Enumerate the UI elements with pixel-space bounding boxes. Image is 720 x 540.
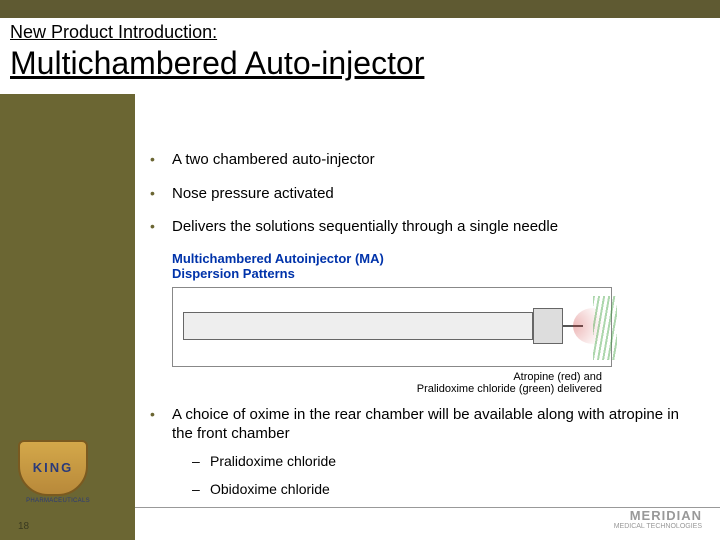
diagram-caption: Atropine (red) and Pralidoxime chloride … xyxy=(172,371,612,395)
caption-line2: Pralidoxime chloride (green) delivered xyxy=(417,383,602,395)
diagram-title-line1: Multichambered Autoinjector (MA) xyxy=(172,251,384,266)
caption-line1: Atropine (red) and xyxy=(513,371,602,383)
bullet-item: • A two chambered auto-injector xyxy=(150,150,690,170)
logo-subtext: PHARMACEUTICALS xyxy=(18,498,98,504)
diagram-title: Multichambered Autoinjector (MA) Dispers… xyxy=(172,251,612,281)
logo-brand: KING xyxy=(20,460,86,475)
bullet-list: • A two chambered auto-injector • Nose p… xyxy=(150,150,690,237)
sub-marker: – xyxy=(192,480,210,498)
sub-text: Obidoxime chloride xyxy=(210,480,330,498)
injector-tip-shape xyxy=(533,308,563,344)
bullet-list-2: • A choice of oxime in the rear chamber … xyxy=(150,405,690,508)
header: New Product Introduction: Multichambered… xyxy=(0,18,720,86)
dispersion-diagram: Multichambered Autoinjector (MA) Dispers… xyxy=(172,251,612,395)
sub-marker: – xyxy=(192,452,210,470)
bullet-marker: • xyxy=(150,184,172,204)
diagram-title-line2: Dispersion Patterns xyxy=(172,266,295,281)
footer-subtext: MEDICAL TECHNOLOGIES xyxy=(614,523,702,530)
bullet-marker: • xyxy=(150,150,172,170)
pretitle: New Product Introduction: xyxy=(0,18,720,45)
sub-text: Pralidoxime chloride xyxy=(210,452,336,470)
bullet-item: • A choice of oxime in the rear chamber … xyxy=(150,405,690,508)
bullet-text: A choice of oxime in the rear chamber wi… xyxy=(172,406,679,443)
meridian-logo: MERIDIAN MEDICAL TECHNOLOGIES xyxy=(614,508,702,530)
bullet-marker: • xyxy=(150,405,172,508)
bullet-text: Delivers the solutions sequentially thro… xyxy=(172,217,690,237)
footer-brand: MERIDIAN xyxy=(614,508,702,523)
bullet-item: • Nose pressure activated xyxy=(150,184,690,204)
diagram-box xyxy=(172,287,612,367)
sub-item: – Pralidoxime chloride xyxy=(192,452,690,470)
king-logo: KING PHARMACEUTICALS xyxy=(18,440,98,510)
injector-body-shape xyxy=(183,312,533,340)
content-area: • A two chambered auto-injector • Nose p… xyxy=(150,150,690,522)
logo-shield-icon: KING xyxy=(18,440,88,496)
slide-title: Multichambered Auto-injector xyxy=(0,45,720,86)
top-olive-band xyxy=(0,0,720,18)
bullet-marker: • xyxy=(150,217,172,237)
bullet-item: • Delivers the solutions sequentially th… xyxy=(150,217,690,237)
sub-item: – Obidoxime chloride xyxy=(192,480,690,498)
green-spray-icon xyxy=(593,296,617,360)
bullet-text: A two chambered auto-injector xyxy=(172,150,690,170)
sub-list: – Pralidoxime chloride – Obidoxime chlor… xyxy=(192,452,690,498)
page-number: 18 xyxy=(18,521,29,532)
bullet-text: Nose pressure activated xyxy=(172,184,690,204)
